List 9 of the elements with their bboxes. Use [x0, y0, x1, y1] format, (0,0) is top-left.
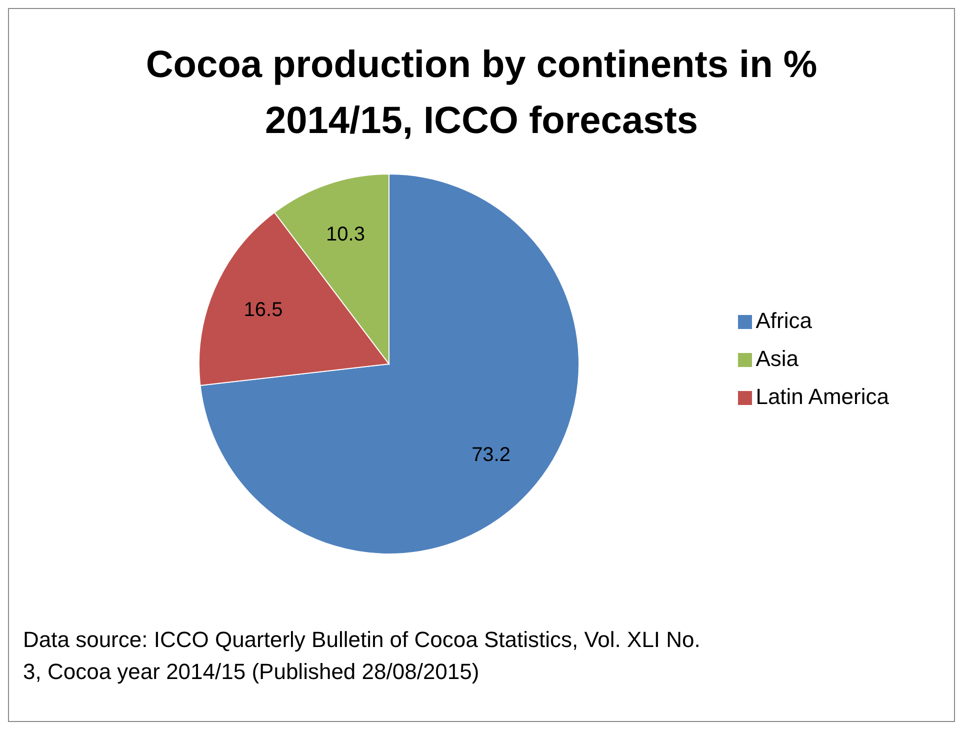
legend-label: Asia: [756, 346, 798, 371]
pie-slice: [200, 174, 580, 554]
legend-label: Latin America: [756, 384, 889, 409]
chart-title: Cocoa production by continents in % 2014/15, ICCO forecasts: [144, 43, 818, 144]
data-label: 73.2: [472, 444, 511, 466]
data-label: 10.3: [326, 223, 365, 246]
data-label: 16.5: [244, 299, 283, 322]
source-note: Data source: ICCO Quarterly Bulletin of Cocoa Statistics, Vol. XLI No. 3, Cocoa year 2014/15 (Published 28/08/2015): [23, 626, 702, 686]
legend-label: Africa: [756, 308, 812, 333]
